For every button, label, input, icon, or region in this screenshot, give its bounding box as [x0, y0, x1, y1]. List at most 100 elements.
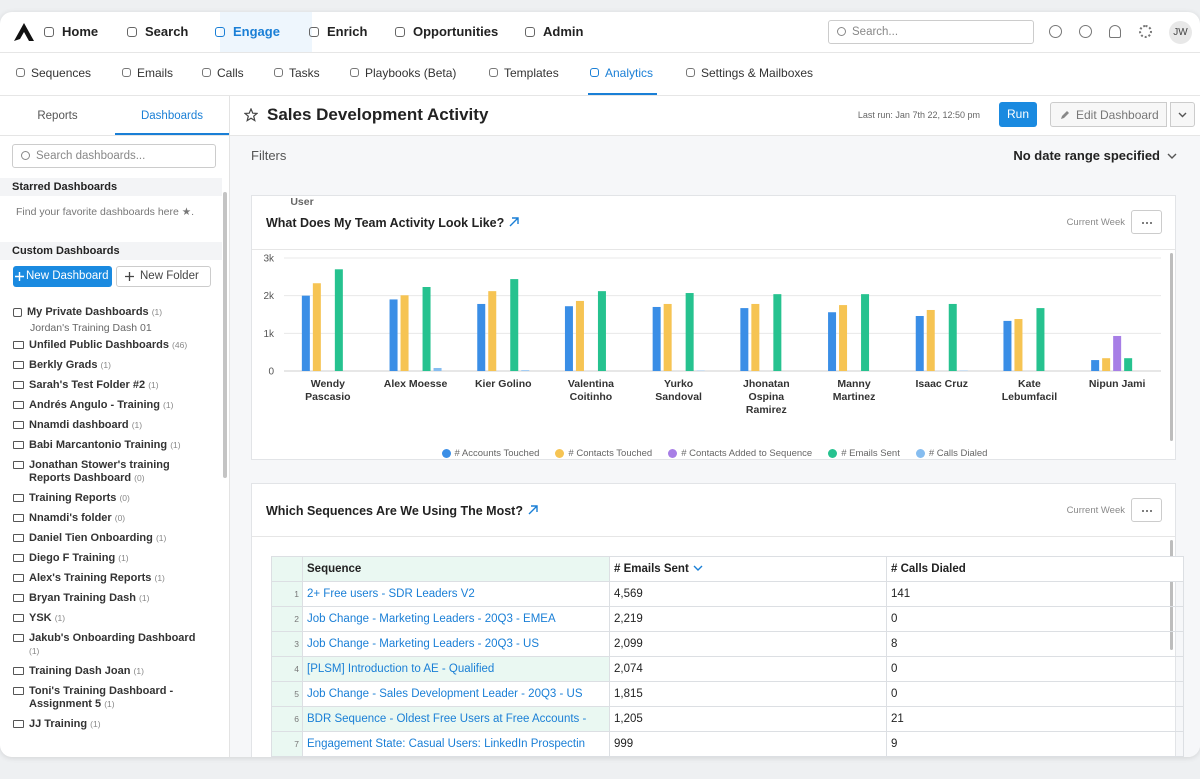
- sidebar-scrollbar[interactable]: [223, 192, 227, 478]
- dashboard-search[interactable]: Search dashboards...: [12, 144, 216, 168]
- date-range[interactable]: No date range specified: [1013, 148, 1160, 163]
- folder-item[interactable]: Sarah's Test Folder #2 (1): [13, 375, 203, 395]
- subnav-item[interactable]: Calls: [217, 66, 244, 80]
- folder-name: Andrés Angulo - Training: [29, 398, 160, 411]
- widget-menu[interactable]: [1131, 498, 1162, 522]
- nav-item[interactable]: Engage: [233, 24, 280, 39]
- folder-item[interactable]: Jonathan Stower's training Reports Dashb…: [13, 455, 203, 488]
- open-link-icon[interactable]: [527, 504, 539, 515]
- folder-icon: [13, 460, 24, 469]
- nav-item[interactable]: Home: [62, 24, 99, 39]
- row-index: 4: [271, 656, 303, 682]
- folder-item[interactable]: Daniel Tien Onboarding (1): [13, 528, 203, 548]
- widget-menu[interactable]: [1131, 210, 1162, 234]
- folder-item[interactable]: Training Reports (0): [13, 488, 203, 508]
- sequence-name[interactable]: Job Change - Marketing Leaders - 20Q3 - …: [302, 606, 610, 632]
- folder-item[interactable]: Unfiled Public Dashboards (46): [13, 335, 203, 355]
- sequence-name[interactable]: Engagement State: Casual Users: LinkedIn…: [302, 731, 610, 757]
- folder-count: (0): [114, 512, 126, 523]
- bar: [488, 291, 497, 371]
- global-search[interactable]: Search...: [828, 20, 1034, 44]
- folder-item[interactable]: JJ Training (1): [13, 714, 203, 734]
- folder-item[interactable]: Nnamdi dashboard (1): [13, 415, 203, 435]
- sequences-widget: Which Sequences Are We Using The Most? C…: [251, 483, 1184, 757]
- tab-dashboards[interactable]: Dashboards: [140, 110, 203, 122]
- folder-icon: [13, 719, 24, 728]
- folder-label: YSK (1): [29, 612, 65, 625]
- new-dashboard-button[interactable]: New Dashboard: [13, 266, 112, 287]
- dashboard-item[interactable]: Jordan's Training Dash 01: [30, 322, 152, 334]
- folder-item[interactable]: Berkly Grads (1): [13, 355, 203, 375]
- nav-item[interactable]: Admin: [543, 24, 584, 39]
- bar: [740, 308, 749, 371]
- legend-item[interactable]: # Contacts Added to Sequence: [668, 448, 812, 459]
- folder-count: (1): [90, 718, 101, 729]
- column-header[interactable]: Sequence: [302, 556, 610, 582]
- folder-item[interactable]: Bryan Training Dash (1): [13, 588, 203, 608]
- folder-item[interactable]: Training Dash Joan (1): [13, 661, 203, 681]
- subnav-item[interactable]: Analytics: [605, 66, 654, 80]
- settings-icon[interactable]: [1139, 25, 1152, 38]
- folder-count: (1): [139, 592, 150, 603]
- legend-item[interactable]: # Emails Sent: [828, 448, 900, 459]
- subnav-icon: [202, 68, 211, 77]
- phone-icon[interactable]: [1049, 25, 1062, 38]
- search-icon: [837, 27, 846, 36]
- subnav-item[interactable]: Tasks: [289, 66, 320, 80]
- chevron[interactable]: [1167, 153, 1177, 160]
- subnav-item[interactable]: Playbooks (Beta): [365, 66, 457, 80]
- folder-item[interactable]: Babi Marcantonio Training (1): [13, 435, 203, 455]
- sequence-name[interactable]: Job Change - Sales Development Leader - …: [302, 681, 610, 707]
- subnav-item[interactable]: Sequences: [31, 66, 92, 80]
- legend-item[interactable]: # Calls Dialed: [915, 448, 988, 459]
- subnav-item[interactable]: Settings & Mailboxes: [701, 66, 814, 80]
- nav-item[interactable]: Search: [145, 24, 189, 39]
- folder-count: (1): [155, 532, 167, 543]
- filters-label[interactable]: Filters: [251, 148, 287, 163]
- edit-dropdown[interactable]: [1170, 102, 1195, 127]
- column-header[interactable]: # Calls Dialed: [886, 556, 1184, 582]
- x-axis-title: User: [290, 196, 314, 208]
- bar: [597, 291, 606, 371]
- folder-item[interactable]: Jakub's Onboarding Dashboard (1): [13, 628, 203, 661]
- legend-swatch: [668, 449, 678, 458]
- widget-scrollbar[interactable]: [1170, 253, 1173, 441]
- logo[interactable]: [13, 22, 35, 42]
- column-header[interactable]: # Emails Sent: [609, 556, 887, 582]
- starred-hint: Find your favorite dashboards here ★.: [16, 206, 195, 218]
- subnav-item[interactable]: Emails: [137, 66, 174, 80]
- sequence-name[interactable]: BDR Sequence - Oldest Free Users at Free…: [302, 706, 610, 732]
- nav-item[interactable]: Enrich: [327, 24, 368, 39]
- tab-reports[interactable]: Reports: [37, 110, 78, 122]
- nav-icon: [395, 27, 405, 37]
- avatar[interactable]: JW: [1169, 21, 1192, 44]
- bar: [839, 305, 848, 371]
- star-icon[interactable]: [244, 108, 258, 122]
- open-link-icon[interactable]: [508, 216, 520, 227]
- help-icon[interactable]: [1079, 25, 1092, 38]
- folder-item[interactable]: Toni's Training Dashboard - Assignment 5…: [13, 681, 203, 714]
- folder-item[interactable]: Diego F Training (1): [13, 548, 203, 568]
- legend-label: # Calls Dialed: [928, 448, 988, 459]
- activity-widget: What Does My Team Activity Look Like? Cu…: [251, 195, 1176, 460]
- custom-heading: Custom Dashboards: [12, 245, 120, 257]
- folder-item[interactable]: Nnamdi's folder (0): [13, 508, 203, 528]
- run-button[interactable]: Run: [999, 102, 1037, 127]
- nav-item[interactable]: Opportunities: [413, 24, 499, 39]
- subnav-item[interactable]: Templates: [504, 66, 559, 80]
- folder-item[interactable]: Alex's Training Reports (1): [13, 568, 203, 588]
- folder-item[interactable]: YSK (1): [13, 608, 203, 628]
- nav-divider: [0, 52, 1200, 53]
- folder-item[interactable]: Andrés Angulo - Training (1): [13, 395, 203, 415]
- legend-item[interactable]: # Accounts Touched: [441, 448, 539, 459]
- sequence-name[interactable]: Job Change - Marketing Leaders - 20Q3 - …: [302, 631, 610, 657]
- emails-sent: 2,099: [609, 631, 887, 657]
- new-folder-button[interactable]: New Folder: [116, 266, 211, 287]
- notifications-icon[interactable]: [1109, 25, 1121, 38]
- legend-item[interactable]: # Contacts Touched: [555, 448, 652, 459]
- edit-dashboard-button[interactable]: Edit Dashboard: [1050, 102, 1167, 127]
- folder-item[interactable]: My Private Dashboards (1): [13, 302, 203, 322]
- sequence-name[interactable]: 2+ Free users - SDR Leaders V2: [302, 581, 610, 607]
- sequence-name[interactable]: [PLSM] Introduction to AE - Qualified: [302, 656, 610, 682]
- sort-icon[interactable]: [693, 565, 703, 572]
